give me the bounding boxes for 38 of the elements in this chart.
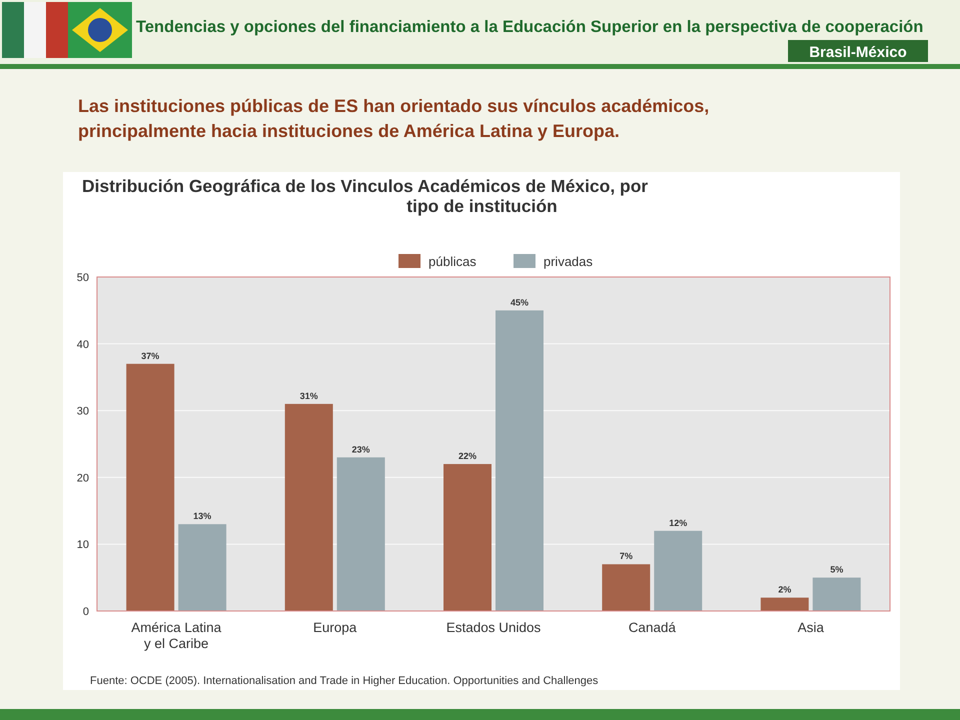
bar: [760, 598, 809, 611]
y-tick-label: 20: [76, 472, 89, 484]
bar: [812, 578, 861, 611]
data-label: 2%: [778, 584, 792, 595]
bar: [444, 464, 492, 611]
bar: [654, 530, 702, 611]
data-label: 22%: [458, 451, 477, 462]
bar: [336, 457, 385, 611]
data-label: 23%: [352, 444, 370, 454]
y-tick-label: 30: [76, 406, 89, 418]
x-tick-label: Estados Unidos: [446, 620, 542, 635]
y-tick-label: 10: [76, 539, 89, 552]
text: Brasil-México: [809, 44, 907, 61]
data-label: 12%: [669, 518, 688, 528]
chart-title: Distribución Geográfica de los Vinculos Académicos de México, por tipo de institución: [82, 176, 648, 216]
x-tick-label: Asia: [798, 620, 824, 635]
bar: [602, 564, 650, 611]
bar: [178, 524, 226, 611]
bar: [126, 364, 174, 611]
y-tick-label: 50: [76, 272, 89, 284]
data-label: 13%: [193, 511, 212, 522]
data-label: 5%: [830, 564, 844, 575]
legend-label: públicas: [428, 254, 477, 269]
bar: [284, 404, 333, 611]
y-tick-label: 0: [82, 606, 89, 618]
data-label: 31%: [300, 390, 318, 401]
source-note: Fuente: OCDE (2005). Internationalisation and Trade in Higher Education. Opportunities and Challenges: [90, 675, 599, 687]
text: Tendencias y opciones del financiamiento a la Educación Superior en la perspectiva de cooperación: [136, 18, 924, 36]
x-tick-label: América Latina y el Caribe: [131, 620, 222, 651]
bar: [496, 310, 544, 611]
chart-subtitle: Las instituciones públicas de ES han orientado sus vínculos académicos, principalmente hacia instituciones de América Latina y Europa.: [78, 96, 710, 141]
y-tick-label: 40: [76, 338, 89, 351]
x-tick-label: Canadá: [628, 620, 676, 635]
data-label: 7%: [620, 551, 633, 562]
data-label: 45%: [510, 297, 529, 308]
legend-label: privadas: [544, 254, 594, 269]
x-tick-label: Europa: [313, 620, 358, 635]
data-label: 37%: [141, 350, 160, 361]
